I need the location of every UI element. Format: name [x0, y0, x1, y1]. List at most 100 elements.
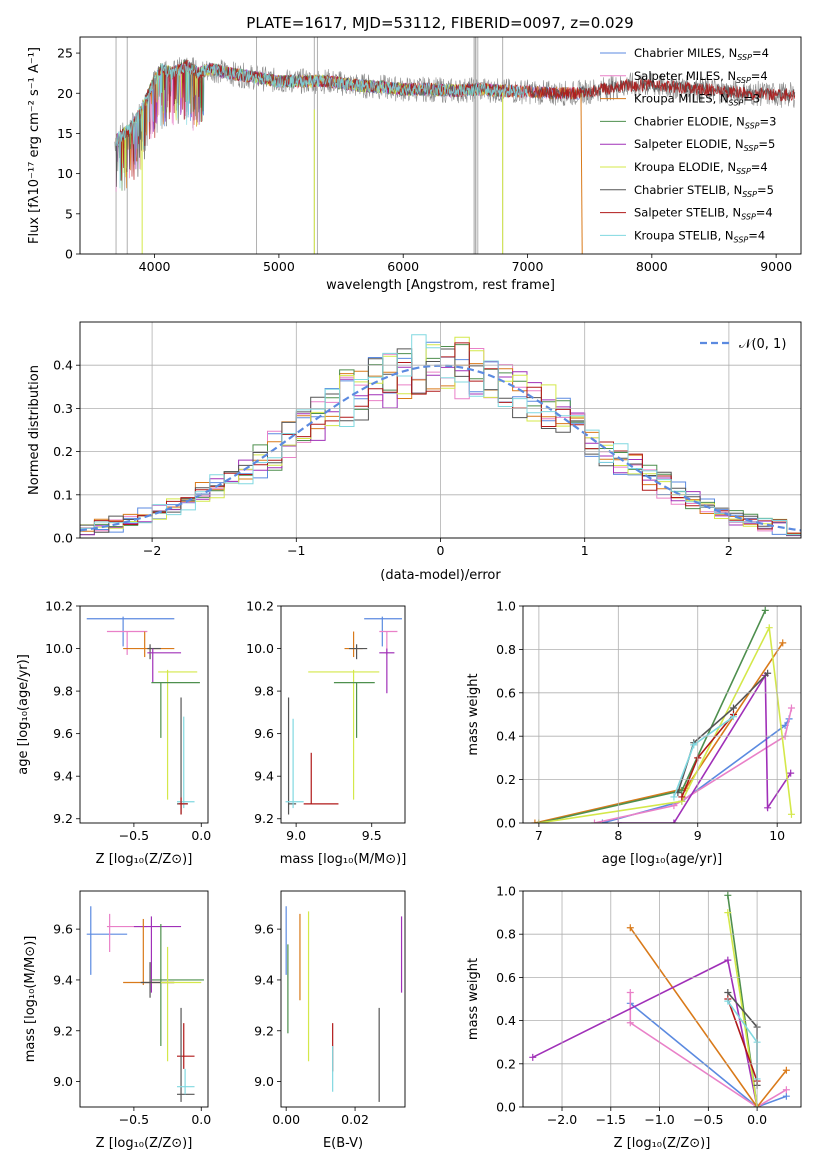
data-point-marker [779, 639, 787, 647]
panel-age-vs-Z: −0.5 0.0 9.2 9.4 9.6 9.8 10.0 10.2 Z [log₁₀(Z/Z⊙… [16, 599, 211, 868]
y-axis-label: Flux [fλ10⁻¹⁷ erg cm⁻² s⁻¹ A⁻¹] [27, 47, 42, 244]
y-tick-label: 0.4 [53, 358, 73, 373]
y-axis-label: Normed distribution [27, 365, 42, 495]
x-tick-label: 1 [581, 543, 589, 558]
y-tick-label: 25 [57, 46, 73, 61]
x-tick-label: −1.5 [596, 1112, 626, 1127]
plot-area-mass-vs-Z [86, 906, 204, 1102]
series-salpeter-miles [594, 707, 793, 823]
plot-area-age-vs-Z [86, 616, 200, 815]
y-tick-label: 9.6 [53, 922, 73, 937]
series-chabrier-miles [629, 1002, 787, 1107]
x-tick-label: 2 [725, 543, 733, 558]
data-point-marker [724, 909, 732, 917]
data-point-marker [787, 769, 795, 777]
x-axis-label: age [log₁₀(age/yr)] [602, 852, 723, 867]
axes-frame [522, 605, 802, 824]
y-tick-label: 5 [65, 206, 73, 221]
x-tick-label: 7 [535, 828, 543, 843]
legend-label: Salpeter MILES, NSSP=4 [634, 69, 768, 85]
y-tick-label: 1.0 [496, 884, 516, 899]
legend-label: Kroupa STELIB, NSSP=4 [634, 228, 765, 244]
y-tick-label: 0.6 [496, 685, 516, 700]
y-tick-label: 0.4 [496, 1013, 516, 1028]
y-tick-label: 9.2 [254, 811, 274, 826]
y-tick-label: 10.0 [246, 641, 274, 656]
y-tick-label: 9.8 [254, 684, 274, 699]
y-tick-label: 10 [57, 166, 73, 181]
series-chabrier-miles [602, 718, 790, 823]
y-tick-label: 9.0 [254, 1074, 274, 1089]
x-tick-label: 9.5 [362, 828, 382, 843]
x-tick-label: 8 [614, 828, 622, 843]
x-tick-label: 0.0 [747, 1112, 767, 1127]
series-salpeter-miles [629, 992, 787, 1107]
axes-frame [280, 605, 406, 824]
panel-mass-weight-vs-Z: −2.0 −1.5 −1.0 −0.5 0.0 0.0 0.2 0.4 0.6 0.8 1.0 Z [… [466, 884, 802, 1151]
legend-label: Kroupa MILES, NSSP=3 [634, 92, 760, 108]
x-tick-label: −0.5 [693, 1112, 723, 1127]
y-tick-label: 9.6 [53, 726, 73, 741]
data-point-marker [782, 1086, 790, 1094]
y-tick-label: 0.8 [496, 642, 516, 657]
y-tick-label: 9.4 [53, 972, 73, 987]
y-tick-label: 0.0 [496, 816, 516, 831]
legend-label: Salpeter STELIB, NSSP=4 [634, 206, 773, 222]
data-point-marker [782, 1066, 790, 1074]
y-tick-label: 9.0 [53, 1074, 73, 1089]
data-point-marker [690, 741, 698, 749]
data-point-marker [724, 989, 732, 997]
data-point-marker [724, 956, 732, 964]
legend-label: Salpeter ELODIE, NSSP=5 [634, 137, 775, 153]
legend: Chabrier MILES, NSSP=4 Salpeter MILES, NS… [600, 46, 776, 244]
x-tick-label: −1.0 [644, 1112, 674, 1127]
panel-mass-vs-EBV: 0.00 0.02 9.0 9.2 9.4 9.6 E(B-V) [254, 890, 406, 1151]
x-tick-label: 0 [437, 543, 445, 558]
data-point-marker [787, 810, 795, 818]
y-tick-label: 9.8 [53, 684, 73, 699]
x-tick-label: 7000 [512, 259, 544, 274]
legend-label: Chabrier STELIB, NSSP=5 [634, 183, 774, 199]
panels: 4000 5000 6000 7000 8000 90000510152025wavele… [16, 36, 802, 1151]
x-tick-label: 0.0 [191, 828, 211, 843]
y-tick-label: 9.2 [254, 1023, 274, 1038]
data-point-marker [765, 624, 773, 632]
x-tick-label: 9000 [760, 259, 792, 274]
data-point-marker [724, 997, 732, 1005]
axes-frame [79, 605, 209, 824]
y-tick-label: 0.2 [53, 444, 73, 459]
x-axis-label: wavelength [Angstrom, rest frame] [326, 278, 555, 293]
y-axis-label: mass weight [466, 958, 481, 1040]
y-tick-label: 0.0 [496, 1100, 516, 1115]
data-point-marker [590, 819, 598, 823]
axes-frame [79, 36, 802, 255]
x-axis-label: mass [log₁₀(M/M⊙)] [280, 852, 407, 867]
y-tick-label: 0.3 [53, 401, 73, 416]
axes-frame [79, 321, 802, 539]
data-point-marker [729, 713, 737, 721]
axes-frame [522, 890, 802, 1108]
panel-mass-vs-Z: −0.5 0.0 9.0 9.2 9.4 9.6 Z [log₁₀(Z/Z⊙)] mass [… [23, 890, 211, 1151]
y-axis-label: age [log₁₀(age/yr)] [16, 654, 31, 775]
legend-label: Chabrier MILES, NSSP=4 [634, 46, 769, 62]
panel-mass-weight-vs-age: 7 8 9 10 0.0 0.2 0.4 0.6 0.8 1.0 age [log₁₀(age/yr… [466, 599, 802, 867]
axes-frame [280, 890, 406, 1108]
y-tick-label: 9.2 [53, 1023, 73, 1038]
y-tick-label: 0 [65, 247, 73, 262]
data-point-marker [626, 924, 634, 932]
x-tick-label: 8000 [636, 259, 668, 274]
data-point-marker [729, 704, 737, 712]
y-tick-label: 1.0 [496, 599, 516, 614]
y-tick-label: 10.2 [45, 599, 73, 614]
plot-area-mass-weight-vs-age [531, 606, 795, 823]
y-tick-label: 9.4 [254, 972, 274, 987]
x-tick-label: 4000 [139, 259, 171, 274]
data-point-marker [670, 819, 678, 823]
y-tick-label: 15 [57, 126, 73, 141]
panel-spectrum: 4000 5000 6000 7000 8000 9000 0 5 10 15 20 25 wavele… [27, 36, 802, 293]
y-tick-label: 9.4 [254, 769, 274, 784]
y-axis-label: mass weight [466, 673, 481, 755]
data-point-marker [761, 606, 769, 614]
legend-label: Chabrier ELODIE, NSSP=3 [634, 114, 776, 130]
x-axis-label: Z [log₁₀(Z/Z⊙)] [96, 852, 193, 867]
